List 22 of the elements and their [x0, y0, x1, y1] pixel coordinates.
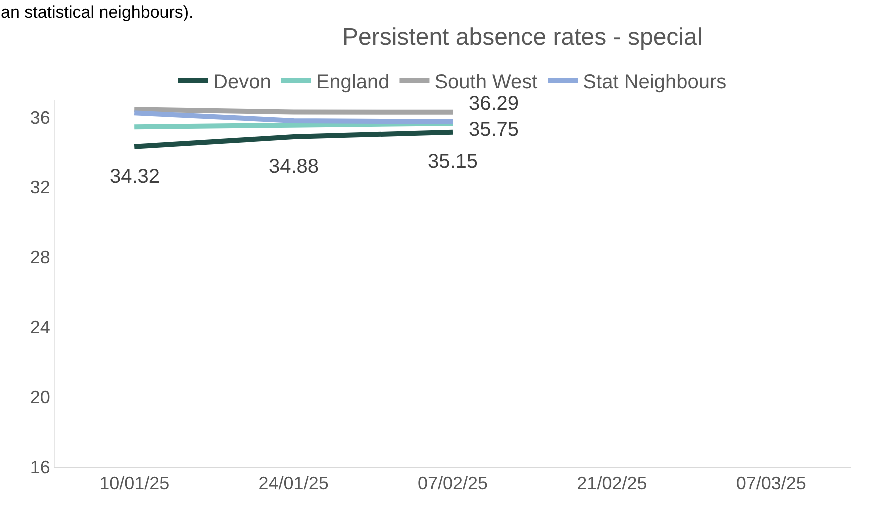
data-label: 34.32	[110, 166, 160, 188]
y-tick-label: 20	[30, 387, 50, 408]
chart-title: Persistent absence rates - special	[342, 24, 703, 51]
x-tick-label: 24/01/25	[258, 474, 329, 494]
y-tick-label: 24	[30, 317, 50, 338]
x-tick-label: 21/02/25	[577, 474, 648, 494]
legend-label: Devon	[214, 71, 272, 94]
y-tick-label: 16	[30, 457, 50, 478]
data-label: 35.75	[469, 119, 520, 141]
text: an statistical neighbours).	[1, 3, 194, 22]
x-tick-label: 10/01/25	[100, 474, 170, 494]
y-tick-label: 32	[30, 178, 50, 198]
y-tick-label: 36	[30, 108, 50, 128]
x-tick-label: 07/03/25	[736, 474, 806, 494]
data-label: 35.15	[428, 151, 478, 173]
legend-label: South West	[434, 71, 538, 94]
x-tick-label: 07/02/25	[418, 474, 488, 494]
legend-label: Stat Neighbours	[583, 71, 727, 94]
y-tick-label: 28	[30, 248, 50, 268]
legend-label: England	[316, 71, 390, 94]
data-label: 36.29	[469, 93, 520, 115]
data-label: 34.88	[269, 156, 320, 178]
